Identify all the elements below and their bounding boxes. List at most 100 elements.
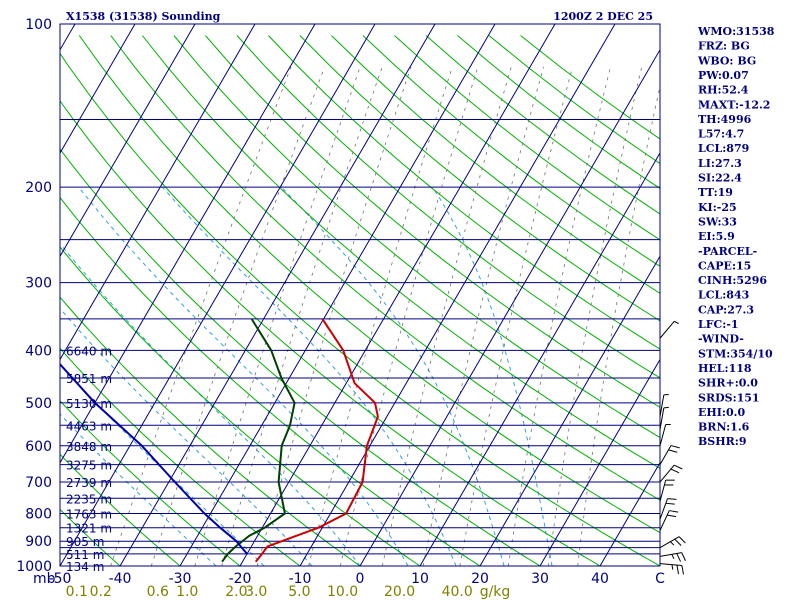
index-item: HEL:118 xyxy=(698,362,752,375)
dry-adiabat-line xyxy=(141,35,660,469)
isotherm-line xyxy=(419,152,660,566)
mixing-ratio-line xyxy=(577,84,660,566)
index-item: LCL:879 xyxy=(698,142,749,155)
wind-barb xyxy=(659,552,686,562)
isotherm-line xyxy=(359,48,660,566)
wind-barb-flag xyxy=(669,510,679,513)
index-item: SRDS:151 xyxy=(698,391,760,404)
mixing-ratio-label: 0.2 xyxy=(90,584,112,600)
index-item: L57:4.7 xyxy=(698,128,744,141)
wind-barb-staff xyxy=(659,480,667,502)
temperature-tick-label: -40 xyxy=(109,571,132,587)
wind-barb-flag xyxy=(676,565,679,575)
temperature-tick-label: -10 xyxy=(289,571,312,587)
wind-barbs xyxy=(659,320,686,575)
wind-barb xyxy=(659,320,679,339)
mixing-ratio-label: 1.0 xyxy=(176,584,198,600)
pressure-label: 700 xyxy=(25,475,52,491)
index-item: SW:33 xyxy=(698,215,737,228)
index-item: TH:4996 xyxy=(698,113,752,126)
dry-adiabats xyxy=(60,35,660,566)
wind-barb-staff xyxy=(659,464,675,483)
dry-adiabat-line xyxy=(60,347,301,566)
isotherm-line xyxy=(60,24,376,566)
index-item: WMO:31538 xyxy=(697,25,775,38)
pressure-label: 300 xyxy=(25,276,52,292)
pressure-label: 500 xyxy=(25,396,52,412)
wind-barb-staff xyxy=(659,445,672,465)
isotherm-line xyxy=(179,24,496,566)
dewpoint-trace xyxy=(221,318,296,563)
wind-barb-flag xyxy=(678,536,686,544)
wind-barb-staff xyxy=(659,498,668,520)
mixing-ratio-label: 0.1 xyxy=(66,584,88,600)
pressure-labels: 100 200 300 400 500 600 700 800 900 1000 xyxy=(16,17,52,575)
mixing-ratio-label: g/kg xyxy=(480,584,511,600)
moist-adiabat-line xyxy=(60,413,217,566)
temperature-tick-label: 30 xyxy=(531,571,549,587)
temperature-tick-label: 20 xyxy=(471,571,489,587)
dry-adiabat-line xyxy=(110,35,660,501)
pressure-label: 800 xyxy=(25,506,52,522)
isotherm-line xyxy=(299,24,616,566)
pressure-label: 600 xyxy=(25,439,52,455)
index-item: SI:22.4 xyxy=(698,172,742,185)
mixing-ratio-label: 5.0 xyxy=(288,584,310,600)
wind-barb-flag xyxy=(667,514,677,518)
index-item: STM:354/10 xyxy=(698,347,773,360)
height-labels: 6640 m 5851 m 5130 m 4463 m 3848 m 3275 m 2739… xyxy=(66,344,112,574)
dry-adiabat-line xyxy=(60,508,121,566)
index-item: CINH:5296 xyxy=(698,274,767,287)
dry-adiabat-line xyxy=(173,35,660,439)
temperature-tick-label: -20 xyxy=(229,571,252,587)
mixing-ratio-label: 20.0 xyxy=(384,584,415,600)
index-item: LCL:843 xyxy=(698,289,749,302)
wind-barb-flag xyxy=(670,468,680,474)
wind-barb xyxy=(659,498,677,520)
wind-barb xyxy=(659,393,669,417)
wind-barb-flag xyxy=(674,538,682,546)
temperature-tick-label: 0 xyxy=(356,571,365,587)
pressure-label: 200 xyxy=(25,180,52,196)
temperature-labels: -50 -40 -30 -20 -10 0 10 20 30 40 mb C xyxy=(33,571,665,587)
isotherm-line xyxy=(60,24,316,464)
dry-adiabat-line xyxy=(362,35,660,267)
wind-barb-staff xyxy=(659,536,680,549)
station-title: X1538 (31538) Sounding xyxy=(66,10,221,23)
wind-barb-flag xyxy=(676,553,681,562)
height-label: 5851 m xyxy=(66,372,112,386)
dry-adiabat-line xyxy=(236,35,660,379)
isotherm-line xyxy=(119,24,436,566)
isotherm-line xyxy=(239,24,556,566)
mixing-ratio-line xyxy=(308,66,453,566)
dry-adiabat-line xyxy=(60,400,241,566)
moist-adiabat-line xyxy=(281,186,505,566)
height-label: 1763 m xyxy=(66,507,112,521)
height-label: 2739 m xyxy=(66,476,112,490)
index-item: EI:5.9 xyxy=(698,230,735,243)
temperature-tick-label: 40 xyxy=(591,571,609,587)
index-item: SHR+:0.0 xyxy=(698,377,758,390)
pressure-label: 400 xyxy=(25,343,52,359)
wind-barb-staff xyxy=(659,563,682,567)
isotherm-line xyxy=(599,461,660,566)
wind-barb-flag xyxy=(670,541,675,546)
pressure-label: 100 xyxy=(25,17,52,33)
wind-barb xyxy=(659,424,671,446)
temperature-unit-label: C xyxy=(655,571,665,587)
temperature-tick-label: 10 xyxy=(411,571,429,587)
mixing-ratio-line xyxy=(548,66,643,566)
index-item: MAXT:-12.2 xyxy=(698,98,770,111)
wind-barb-flag xyxy=(670,445,680,449)
height-label: 511 m xyxy=(66,548,104,562)
isobars xyxy=(60,24,660,566)
mixing-ratio-lines xyxy=(110,66,660,566)
index-item: LFC:-1 xyxy=(698,318,739,331)
index-item: BSHR:9 xyxy=(698,435,747,448)
dry-adiabat-line xyxy=(60,148,541,566)
mixing-ratio-line xyxy=(339,66,479,566)
index-item: BRN:1.6 xyxy=(698,421,750,434)
wind-barb-flag xyxy=(667,498,677,500)
wind-barb-flag xyxy=(668,449,678,453)
pressure-label: 900 xyxy=(25,534,52,550)
